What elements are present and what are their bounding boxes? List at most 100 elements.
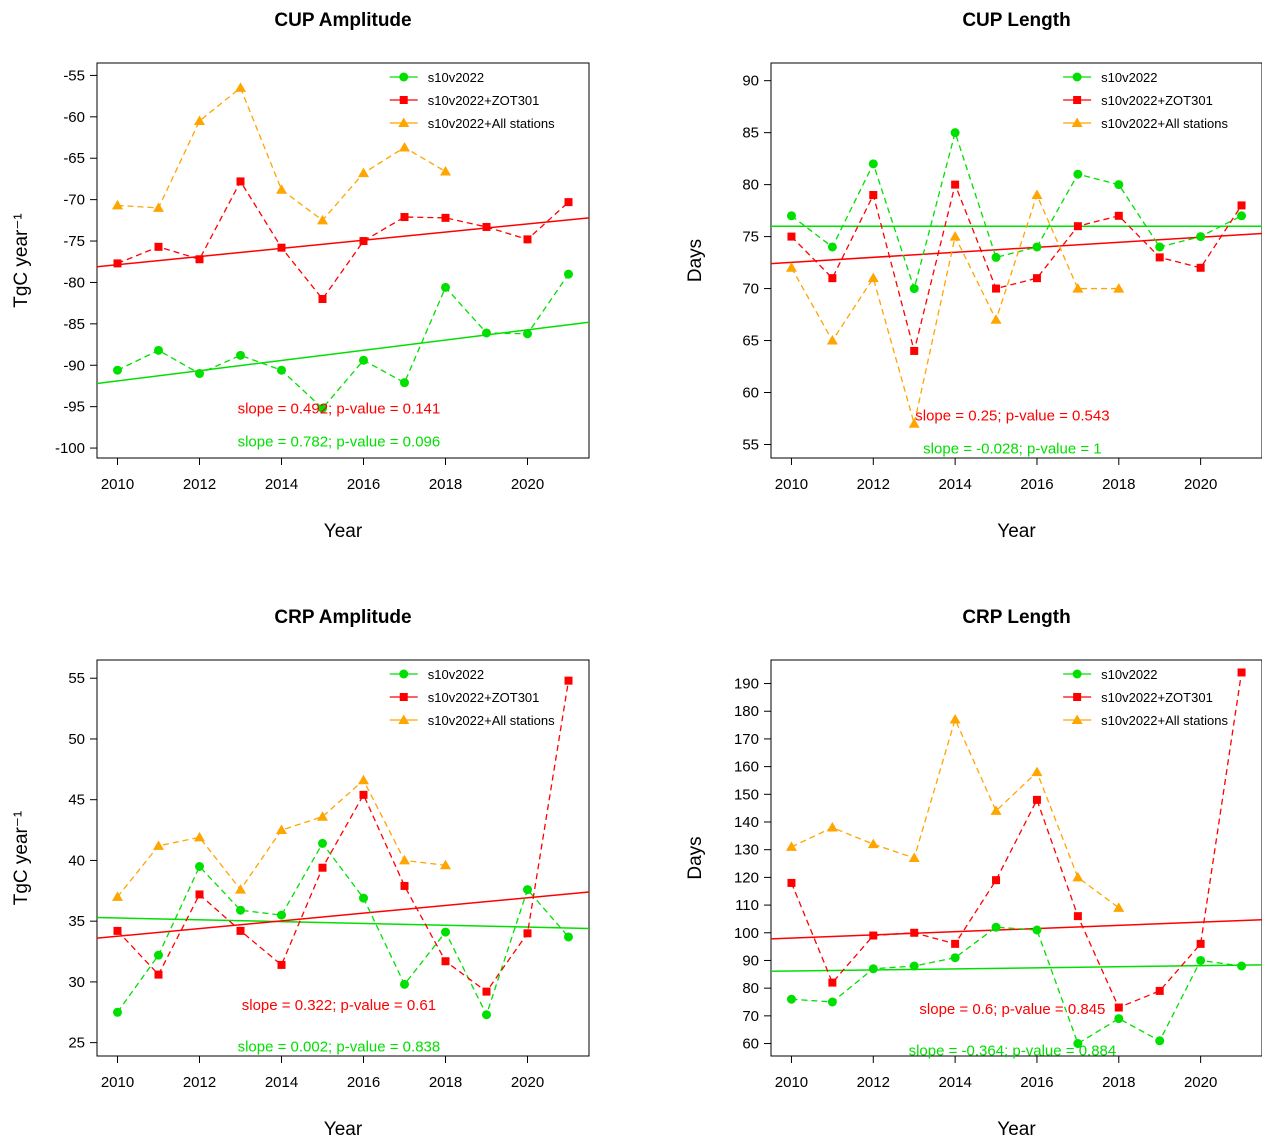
y-tick-label: 30	[68, 974, 85, 991]
legend-label: s10v2022+All stations	[428, 116, 555, 131]
data-point	[277, 910, 286, 920]
y-tick-label: -90	[63, 357, 85, 374]
y-tick-label: 100	[734, 925, 759, 942]
x-tick-label: 2018	[429, 1074, 462, 1091]
x-tick-label: 2016	[347, 1074, 380, 1091]
plot-frame	[96, 62, 590, 459]
x-tick-label: 2014	[938, 476, 971, 493]
data-point	[358, 774, 369, 785]
data-point	[112, 199, 123, 210]
data-point	[236, 926, 245, 935]
x-tick-label: 2010	[101, 476, 134, 493]
data-point	[828, 274, 837, 283]
data-point	[869, 931, 878, 940]
data-point	[195, 890, 204, 899]
data-point	[359, 790, 368, 799]
y-tick-label: 60	[742, 1036, 759, 1053]
trend-line	[97, 891, 589, 939]
data-point	[785, 262, 797, 272]
plot-frame	[770, 62, 1262, 459]
x-axis-label: Year	[324, 521, 363, 542]
legend-entry: s10v2022+ZOT301	[1063, 690, 1213, 705]
data-point	[482, 1010, 491, 1020]
y-tick-label: 25	[68, 1035, 85, 1052]
legend-entry: s10v2022	[1063, 667, 1158, 682]
legend-label: s10v2022	[428, 70, 484, 85]
series-line	[790, 182, 1243, 352]
data-point	[153, 202, 164, 212]
data-point	[992, 876, 1001, 885]
data-point	[1155, 986, 1164, 995]
data-point	[400, 213, 409, 222]
data-point	[1032, 925, 1042, 935]
data-point	[440, 859, 451, 870]
data-point	[1155, 1036, 1165, 1046]
data-point	[908, 418, 920, 428]
x-tick-label: 2018	[1102, 1074, 1135, 1091]
data-point	[359, 355, 368, 365]
slope-annotation: slope = 0.25; p-value = 0.543	[915, 407, 1109, 424]
data-point	[949, 714, 961, 724]
legend-marker	[1072, 669, 1082, 679]
legend-entry: s10v2022+ZOT301	[389, 93, 539, 108]
data-point	[1114, 211, 1123, 220]
y-tick-label: 80	[742, 177, 759, 194]
data-point	[1114, 1014, 1124, 1024]
chart-panel-4: CRP Length 2010 2012 2014 2016 2018 2020 60 70 80…	[685, 607, 1262, 1140]
x-tick-label: 2016	[1020, 476, 1053, 493]
data-point	[1113, 283, 1125, 293]
data-point	[317, 214, 328, 225]
legend-entry: s10v2022	[1063, 70, 1158, 85]
y-tick-label: 90	[742, 952, 759, 969]
legend-label: s10v2022+All stations	[428, 713, 555, 728]
data-point	[236, 177, 245, 186]
y-tick-label: 35	[68, 913, 85, 930]
data-point	[564, 198, 573, 207]
data-point	[399, 141, 410, 152]
series-line	[116, 842, 569, 1017]
y-tick-label: 150	[734, 786, 759, 803]
data-point	[317, 811, 328, 821]
series-line	[117, 680, 570, 993]
data-point	[482, 328, 491, 338]
y-tick-label: 85	[742, 125, 759, 142]
data-point	[1032, 242, 1042, 252]
data-point	[991, 252, 1001, 262]
data-point	[113, 259, 122, 268]
y-tick-label: -85	[63, 316, 85, 333]
series-line	[791, 926, 1242, 1045]
legend-marker	[398, 117, 410, 127]
data-point	[991, 922, 1001, 932]
x-tick-label: 2020	[511, 476, 544, 493]
x-tick-label: 2014	[938, 1074, 971, 1091]
data-point	[949, 231, 961, 241]
y-tick-label: 140	[734, 814, 759, 831]
y-tick-label: 90	[742, 73, 759, 90]
data-point	[235, 884, 246, 894]
y-tick-label: 50	[68, 731, 85, 748]
legend-marker	[1071, 714, 1083, 724]
y-tick-label: 130	[734, 842, 759, 859]
y-axis-label: Days	[685, 836, 706, 879]
data-point	[318, 838, 327, 848]
chart-title: CRP Length	[962, 607, 1070, 628]
y-tick-label: 80	[742, 980, 759, 997]
series-line	[790, 672, 1243, 1009]
plot-lines	[771, 672, 1262, 1045]
trend-line	[97, 321, 589, 385]
data-point	[564, 269, 573, 279]
data-point	[112, 891, 123, 901]
plot-frame	[770, 659, 1262, 1057]
legend-label: s10v2022+All stations	[1101, 713, 1228, 728]
data-point	[1196, 939, 1205, 948]
data-point	[1237, 201, 1246, 210]
data-point	[564, 932, 573, 942]
legend-marker	[399, 669, 409, 679]
legend-entry: s10v2022+ZOT301	[389, 690, 539, 705]
y-tick-label: -75	[63, 233, 85, 250]
data-point	[786, 994, 796, 1004]
y-tick-label: 45	[68, 792, 85, 809]
chart-title: CUP Amplitude	[274, 10, 411, 31]
chart-panel-1: CUP Amplitude 2010 2012 2014 2016 2018 2020 -55…	[11, 10, 590, 542]
